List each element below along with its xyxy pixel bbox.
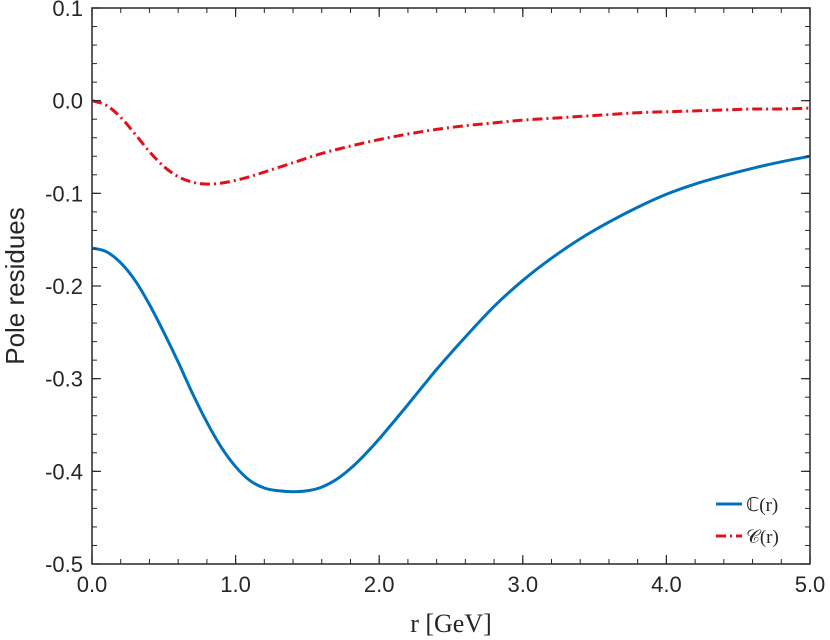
x-tick-label: 0.0 — [77, 572, 108, 597]
series-line-2 — [91, 99, 811, 186]
y-tick-label: -0.5 — [45, 552, 83, 577]
y-tick-label: -0.4 — [45, 459, 83, 484]
axes-frame — [91, 7, 811, 565]
plot-area-border — [91, 7, 811, 565]
x-tick-label: 1.0 — [220, 572, 251, 597]
ticks-layer: 0.0 1.0 2.0 3.0 4.0 5.0 0.1 0.0 -0.1 -0.2 -0.3 -0.4… — [45, 0, 825, 597]
y-tick-label: -0.1 — [45, 181, 83, 206]
x-tick-label: 3.0 — [508, 572, 539, 597]
y-tick-label: -0.3 — [45, 367, 83, 392]
y-tick-label: 0.0 — [52, 89, 83, 114]
y-tick-label: 0.1 — [52, 0, 83, 21]
x-axis-label: r [GeV] — [410, 609, 492, 638]
series-layer — [91, 99, 811, 494]
x-tick-label: 4.0 — [651, 572, 682, 597]
x-tick-label: 5.0 — [795, 572, 826, 597]
legend: ℂ(r) 𝒞(r) — [716, 495, 779, 548]
legend-label-1: ℂ(r) — [746, 495, 778, 516]
series-line-1 — [91, 154, 811, 494]
y-axis-label: Pole residues — [0, 207, 30, 365]
y-tick-label: -0.2 — [45, 274, 83, 299]
legend-label-2: 𝒞(r) — [746, 527, 779, 548]
x-tick-label: 2.0 — [364, 572, 395, 597]
